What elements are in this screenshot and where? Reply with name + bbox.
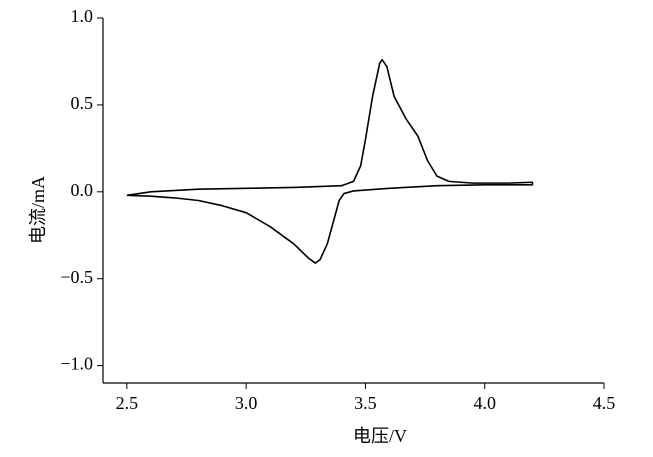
y-tick-label: −0.5 (60, 267, 93, 287)
y-tick-label: 0.5 (71, 93, 94, 113)
y-axis-label: 电流/mA (28, 176, 48, 244)
x-tick-label: 2.5 (116, 393, 139, 413)
x-tick-label: 4.5 (593, 393, 616, 413)
x-tick-label: 3.0 (235, 393, 258, 413)
x-axis-label: 电压/V (353, 426, 407, 446)
y-tick-label: 1.0 (71, 6, 94, 26)
cv-curve (126, 58, 534, 264)
x-tick-label: 3.5 (354, 393, 377, 413)
y-tick-label: −1.0 (60, 354, 93, 374)
x-tick-label: 4.0 (473, 393, 496, 413)
y-tick-label: 0.0 (71, 180, 94, 200)
